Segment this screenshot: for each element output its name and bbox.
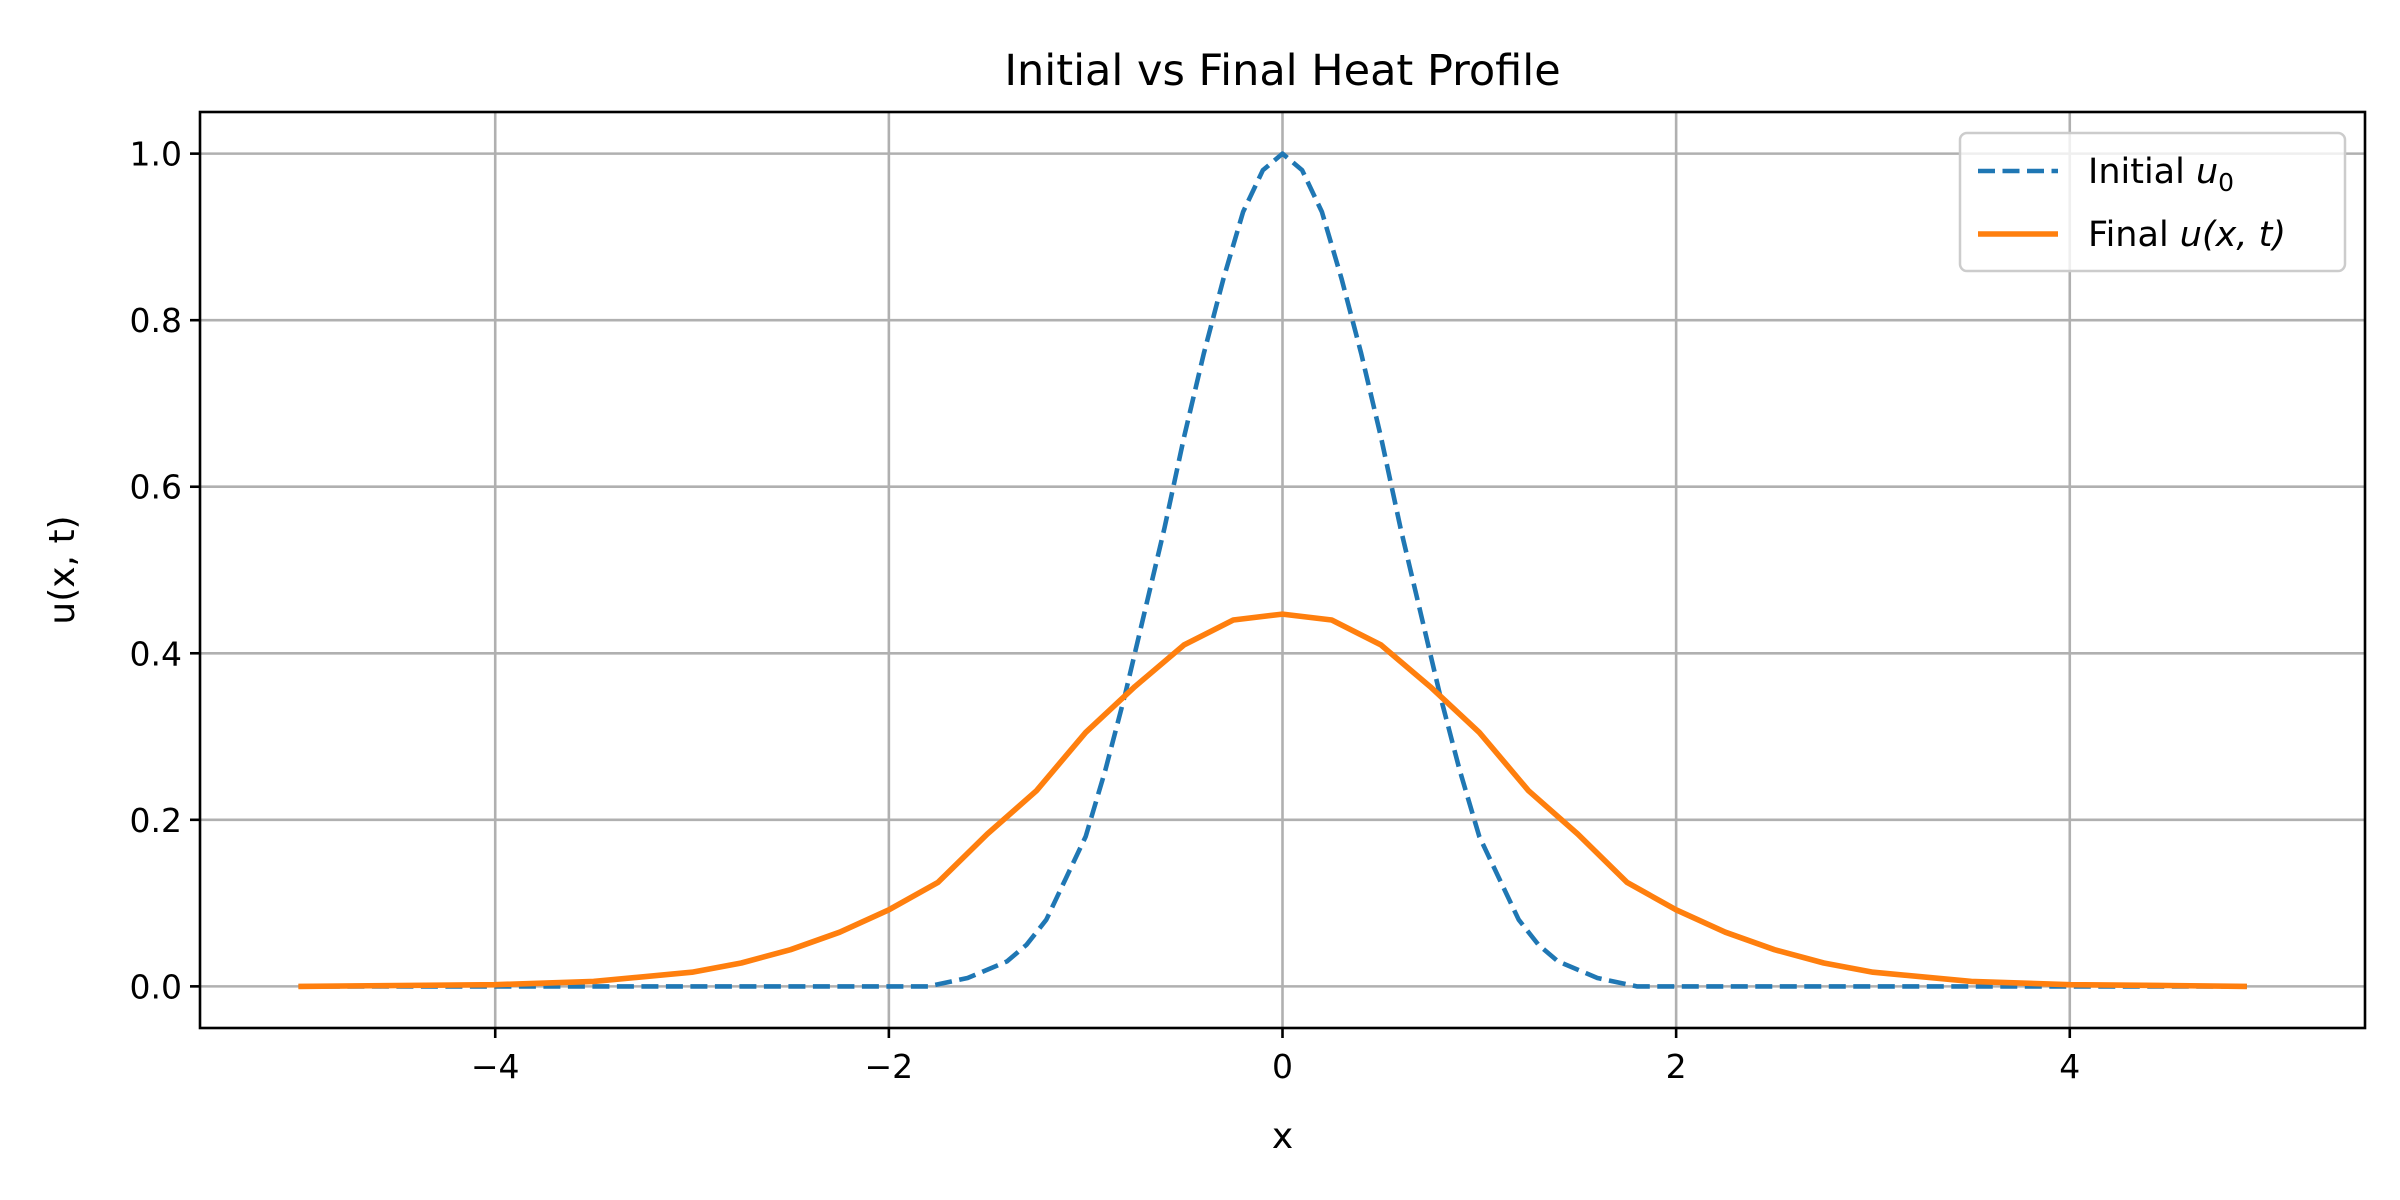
x-tick-label: 4: [2059, 1047, 2080, 1086]
x-tick-label: −2: [865, 1047, 914, 1086]
series-line-initial: [298, 151, 2247, 989]
legend-label-text: Initial: [2088, 152, 2196, 192]
x-tick-label: 0: [1272, 1047, 1293, 1086]
ticks: −4 −2 0 2 4 0.0 0.2 0.4 0.6 0.8 1.0: [130, 135, 2081, 1086]
y-tick-label: 0.2: [130, 801, 182, 840]
legend-label-math: u: [2180, 215, 2202, 255]
series-line-final: [298, 611, 2247, 990]
y-tick-label: 0.4: [130, 634, 182, 673]
x-tick-label: 2: [1666, 1047, 1687, 1086]
legend-label-final: Final u(x, t): [2088, 215, 2286, 255]
x-axis-label: x: [1272, 1116, 1293, 1157]
chart-title: Initial vs Final Heat Profile: [1004, 46, 1560, 96]
legend-label-math: u: [2196, 152, 2218, 192]
y-tick-label: 0.0: [130, 967, 182, 1006]
y-tick-label: 0.6: [130, 468, 182, 507]
x-tick-label: −4: [471, 1047, 520, 1086]
y-tick-label: 1.0: [130, 135, 182, 174]
legend-label-args: (x, t): [2202, 215, 2286, 255]
legend-label-subscript: 0: [2218, 168, 2234, 197]
y-axis-label: u(x, t): [42, 515, 83, 624]
y-tick-label: 0.8: [130, 301, 182, 340]
legend-label-initial: Initial u0: [2088, 152, 2234, 197]
series-layer: [298, 151, 2247, 990]
legend-label-text: Final: [2088, 215, 2180, 255]
